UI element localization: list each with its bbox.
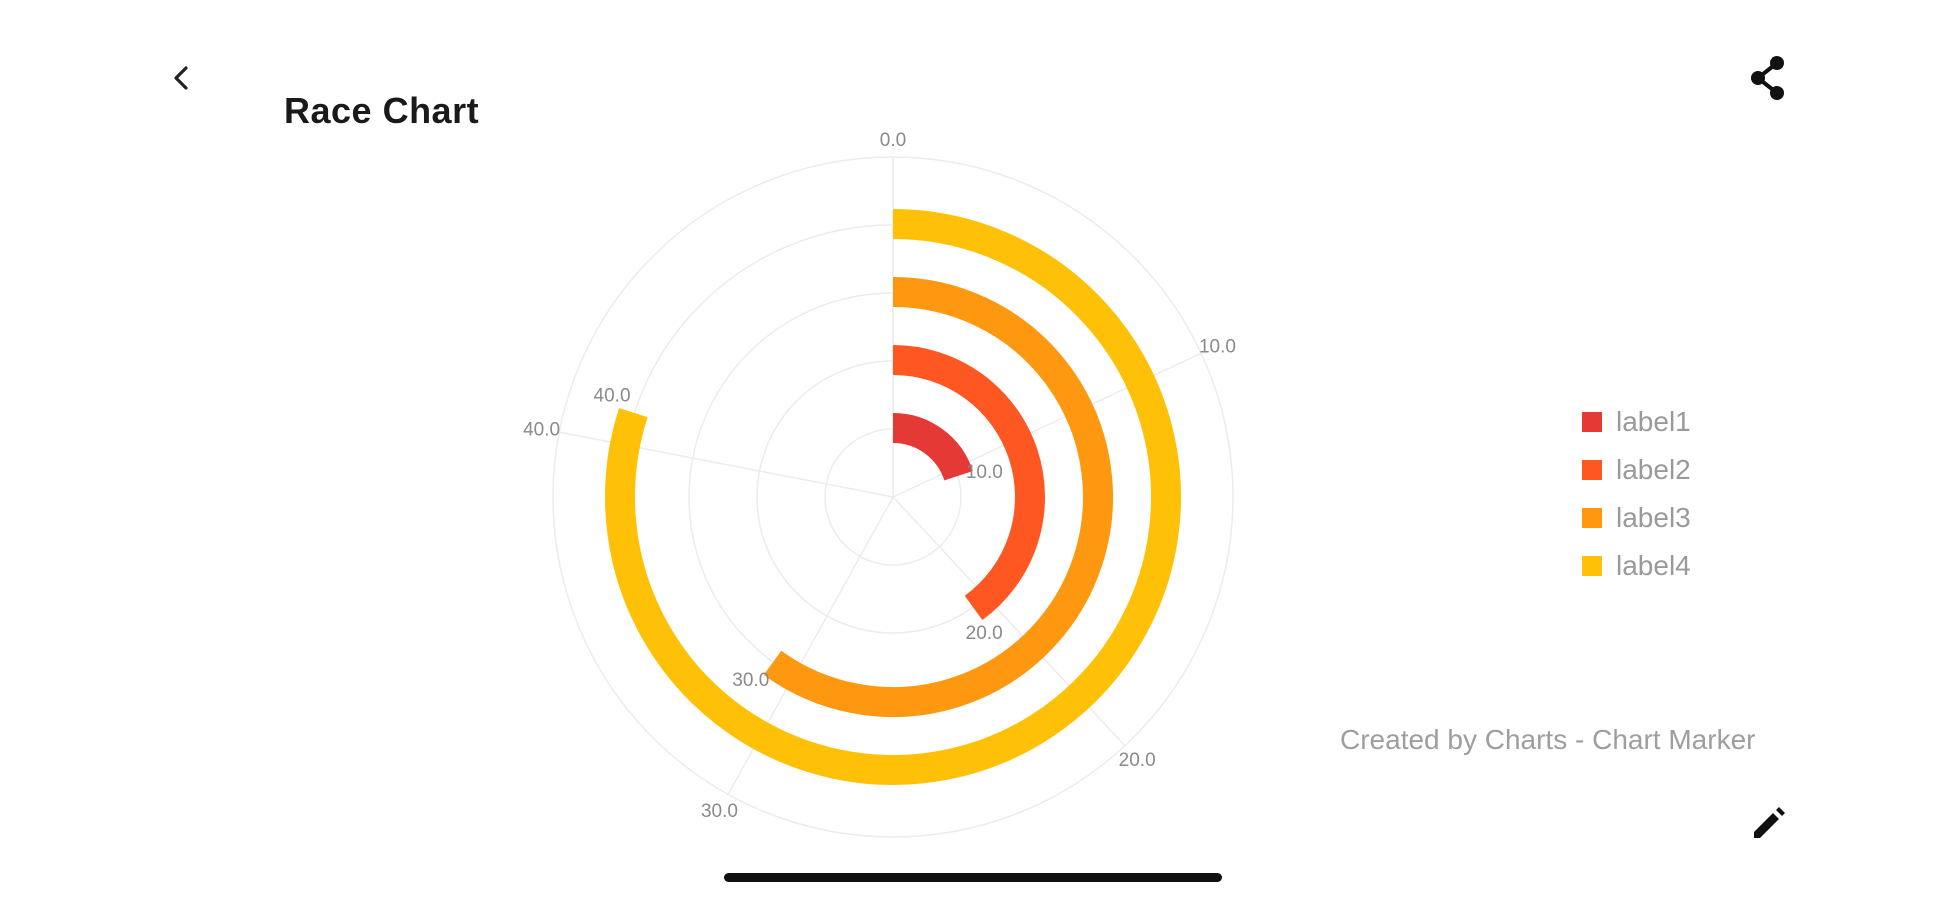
legend-item: label2 — [1582, 446, 1691, 494]
angle-tick-label: 20.0 — [1119, 750, 1156, 771]
race-bar-label2 — [892, 345, 1045, 620]
legend-item: label4 — [1582, 542, 1691, 590]
back-button[interactable] — [162, 58, 202, 98]
angle-tick-label: 30.0 — [701, 801, 738, 822]
chevron-left-icon — [174, 66, 188, 90]
share-button[interactable] — [1746, 54, 1790, 102]
legend-swatch — [1582, 412, 1602, 432]
home-indicator — [724, 873, 1222, 882]
race-bar-label3 — [763, 277, 1113, 717]
credit-text: Created by Charts - Chart Marker — [1340, 724, 1756, 755]
angle-tick-label: 10.0 — [1199, 337, 1236, 358]
angle-tick-label: 40.0 — [523, 420, 560, 441]
bar-value-label: 30.0 — [732, 670, 769, 691]
race-bar-label4 — [605, 209, 1181, 785]
bar-value-label: 40.0 — [594, 386, 631, 407]
bar-value-label: 10.0 — [966, 462, 1003, 483]
edit-button[interactable] — [1748, 800, 1792, 844]
legend-swatch — [1582, 556, 1602, 576]
legend-label: label4 — [1616, 550, 1691, 581]
race-bar-label1 — [892, 413, 973, 481]
legend-label: label1 — [1616, 406, 1691, 437]
legend-item: label1 — [1582, 398, 1691, 446]
chart-legend: label1 label2 label3 label4 — [1582, 398, 1691, 590]
bar-value-label: 20.0 — [966, 623, 1003, 644]
legend-label: label2 — [1616, 454, 1691, 485]
legend-item: label3 — [1582, 494, 1691, 542]
pencil-icon — [1754, 807, 1785, 838]
legend-swatch — [1582, 508, 1602, 528]
angle-tick-label: 0.0 — [880, 130, 906, 151]
share-icon — [1751, 56, 1784, 100]
page-title: Race Chart — [284, 90, 480, 131]
legend-label: label3 — [1616, 502, 1691, 533]
legend-swatch — [1582, 460, 1602, 480]
